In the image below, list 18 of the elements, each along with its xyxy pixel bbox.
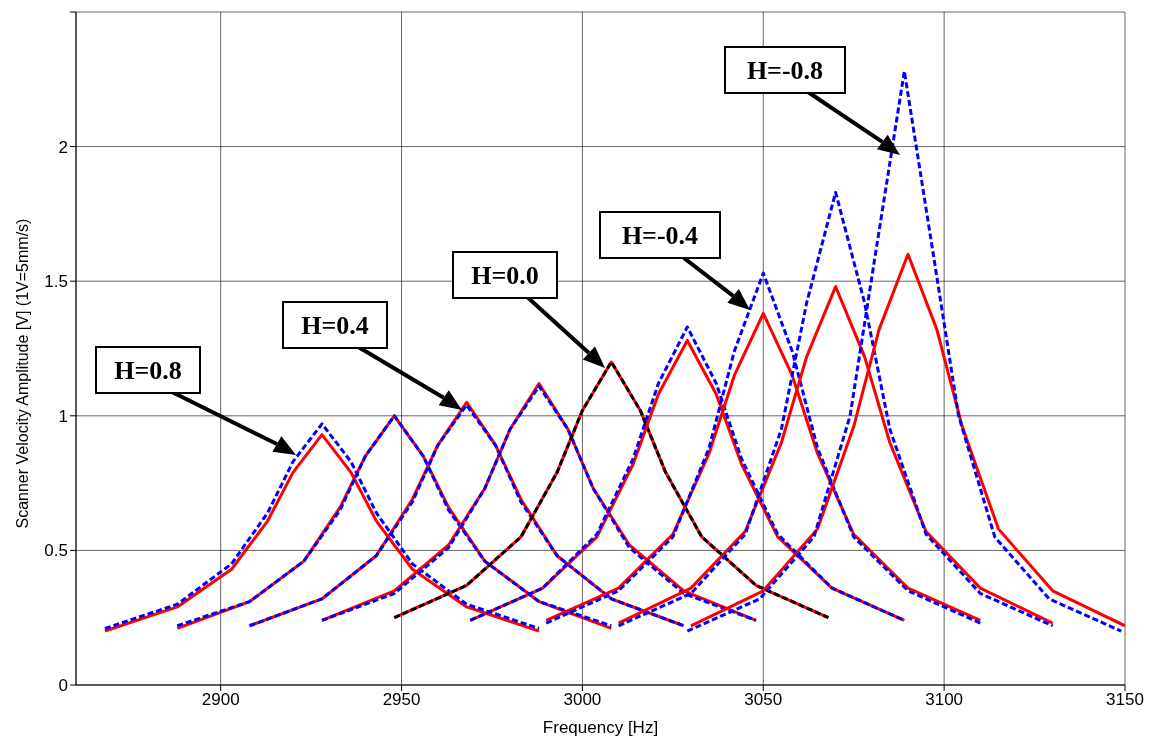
y-tick-label: 1 [58,406,68,426]
x-tick-label: 3000 [563,690,602,710]
annotation: H=0.4 [301,311,369,340]
y-axis-title: Scanner Velocity Amplitude [V] (1V=5mm/s) [13,218,31,529]
annotation: H=-0.8 [746,56,824,85]
y-tick-label: 0.5 [44,541,68,561]
x-tick-label: 2950 [382,690,421,710]
annotation: H=0.8 [114,356,182,385]
x-tick-label: 3050 [744,690,783,710]
x-axis-title: Frequency [Hz] [542,718,659,737]
x-tick-label: 3100 [925,690,964,710]
y-tick-label: 1.5 [44,272,68,292]
y-tick-label: 2 [58,137,68,157]
y-tick-label: 0 [58,676,68,696]
annotation: H=0.0 [471,261,539,290]
x-tick-label: 2900 [201,690,240,710]
annotation: H=-0.4 [621,221,699,250]
x-tick-label: 3150 [1106,690,1144,710]
